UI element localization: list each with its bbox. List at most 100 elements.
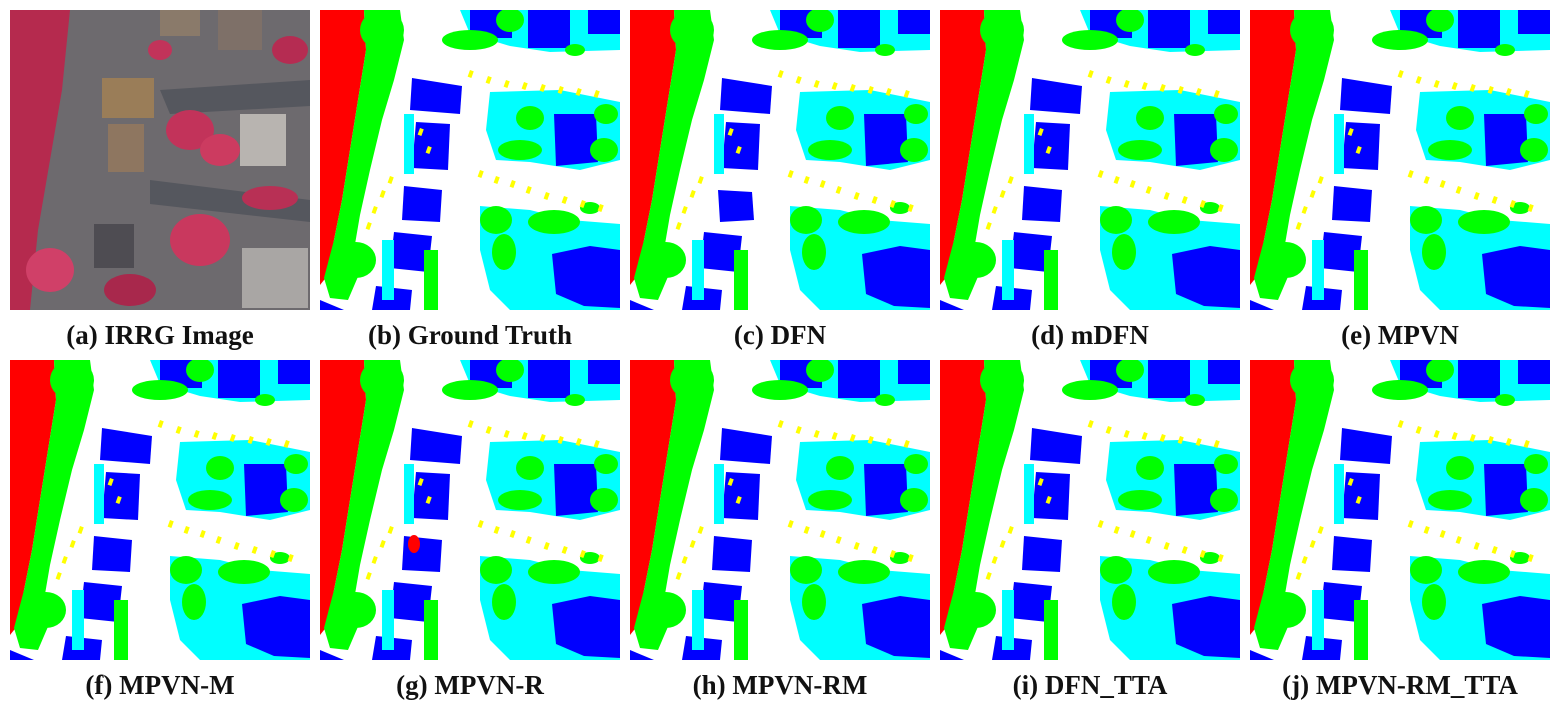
tree-garden: [826, 456, 854, 480]
tree-band: [634, 360, 714, 650]
clutter-region: [630, 360, 676, 635]
caption-b: (b) Ground Truth: [367, 320, 573, 350]
low-veg-strip: [72, 590, 84, 650]
car: [557, 435, 564, 444]
tree-crown: [1290, 10, 1334, 50]
tree-strip: [424, 600, 438, 660]
car: [1113, 526, 1120, 534]
tree-garden: [900, 138, 928, 162]
low-veg-strip: [94, 464, 104, 524]
low-veg-strip: [1024, 114, 1034, 174]
caption-i: (i) DFN_TTA: [1012, 670, 1168, 700]
tree-lower: [802, 234, 826, 270]
car: [597, 554, 604, 562]
clutter-region: [1250, 10, 1296, 285]
building-corner: [320, 300, 344, 310]
car: [575, 88, 582, 96]
tree-band: [1254, 360, 1334, 650]
car: [907, 554, 914, 562]
tree-band: [944, 10, 1024, 300]
building-center: [554, 464, 598, 516]
car: [1087, 419, 1094, 428]
tree-garden: [590, 138, 618, 162]
car: [1439, 179, 1446, 188]
tree-top: [1495, 394, 1515, 406]
car: [199, 530, 206, 538]
building-b: [1032, 122, 1070, 170]
car: [1397, 419, 1404, 428]
car: [1213, 89, 1220, 98]
tree-lower: [890, 202, 910, 214]
tree-strip: [734, 600, 748, 660]
building-b: [412, 122, 450, 170]
building-large: [1172, 596, 1240, 658]
building-center: [1484, 464, 1528, 516]
car: [675, 572, 682, 580]
tree-top: [752, 30, 808, 50]
low-veg-strip: [382, 590, 394, 650]
tree-lower: [1422, 234, 1446, 270]
segmentation-map: [630, 360, 930, 660]
tree-lower: [580, 552, 600, 564]
car: [107, 478, 114, 486]
tree-top: [806, 360, 834, 382]
tree-garden: [1446, 456, 1474, 480]
car: [867, 85, 874, 94]
car: [831, 432, 838, 440]
car: [1113, 176, 1120, 184]
building-top-right: [1458, 10, 1500, 48]
building-c: [718, 190, 754, 222]
tree-top: [1495, 44, 1515, 56]
tree-lower: [492, 584, 516, 620]
panel-j-mpvn-rm-tta: [1250, 360, 1550, 660]
car: [233, 542, 240, 550]
car: [867, 435, 874, 444]
panel-g-mpvn-r: [320, 360, 620, 660]
tree-lower: [170, 556, 202, 584]
tree-crown: [360, 10, 404, 50]
tree-lower: [1100, 556, 1132, 584]
clutter-region: [1250, 360, 1296, 635]
car: [387, 176, 394, 184]
car: [269, 550, 276, 558]
caption-j: (j) MPVN-RM_TTA: [1282, 670, 1518, 700]
tree-garden: [1428, 140, 1472, 160]
car: [115, 496, 122, 504]
low-veg-strip: [1312, 590, 1324, 650]
building-top-edge: [278, 360, 310, 384]
car: [597, 204, 604, 212]
tree-top: [442, 30, 498, 50]
car: [1355, 496, 1362, 504]
segmentation-map: [630, 10, 930, 310]
car: [1527, 204, 1534, 212]
car: [1097, 170, 1104, 178]
road: [150, 180, 310, 222]
car: [1217, 204, 1224, 212]
car: [251, 546, 258, 554]
low-veg-strip: [692, 240, 704, 300]
tree: [166, 110, 214, 150]
low-veg-strip: [1334, 464, 1344, 524]
car: [1309, 190, 1316, 198]
car: [1123, 80, 1130, 88]
car: [1177, 435, 1184, 444]
car: [1523, 439, 1530, 448]
road: [160, 80, 310, 114]
car: [1317, 526, 1324, 534]
car: [1045, 146, 1052, 154]
tree-top: [1062, 380, 1118, 400]
building-top-edge: [588, 10, 620, 34]
tree-top: [255, 394, 275, 406]
car: [1037, 478, 1044, 486]
low-veg-strip: [1002, 590, 1014, 650]
car: [1007, 176, 1014, 184]
low-veg-strip: [404, 114, 414, 174]
tree-band: [14, 360, 94, 650]
segmentation-map: [320, 360, 620, 660]
building-a: [1030, 78, 1082, 114]
tree-lower: [580, 202, 600, 214]
building-c: [92, 536, 132, 572]
car: [813, 430, 820, 438]
car: [1045, 496, 1052, 504]
tree-crown: [360, 360, 404, 400]
